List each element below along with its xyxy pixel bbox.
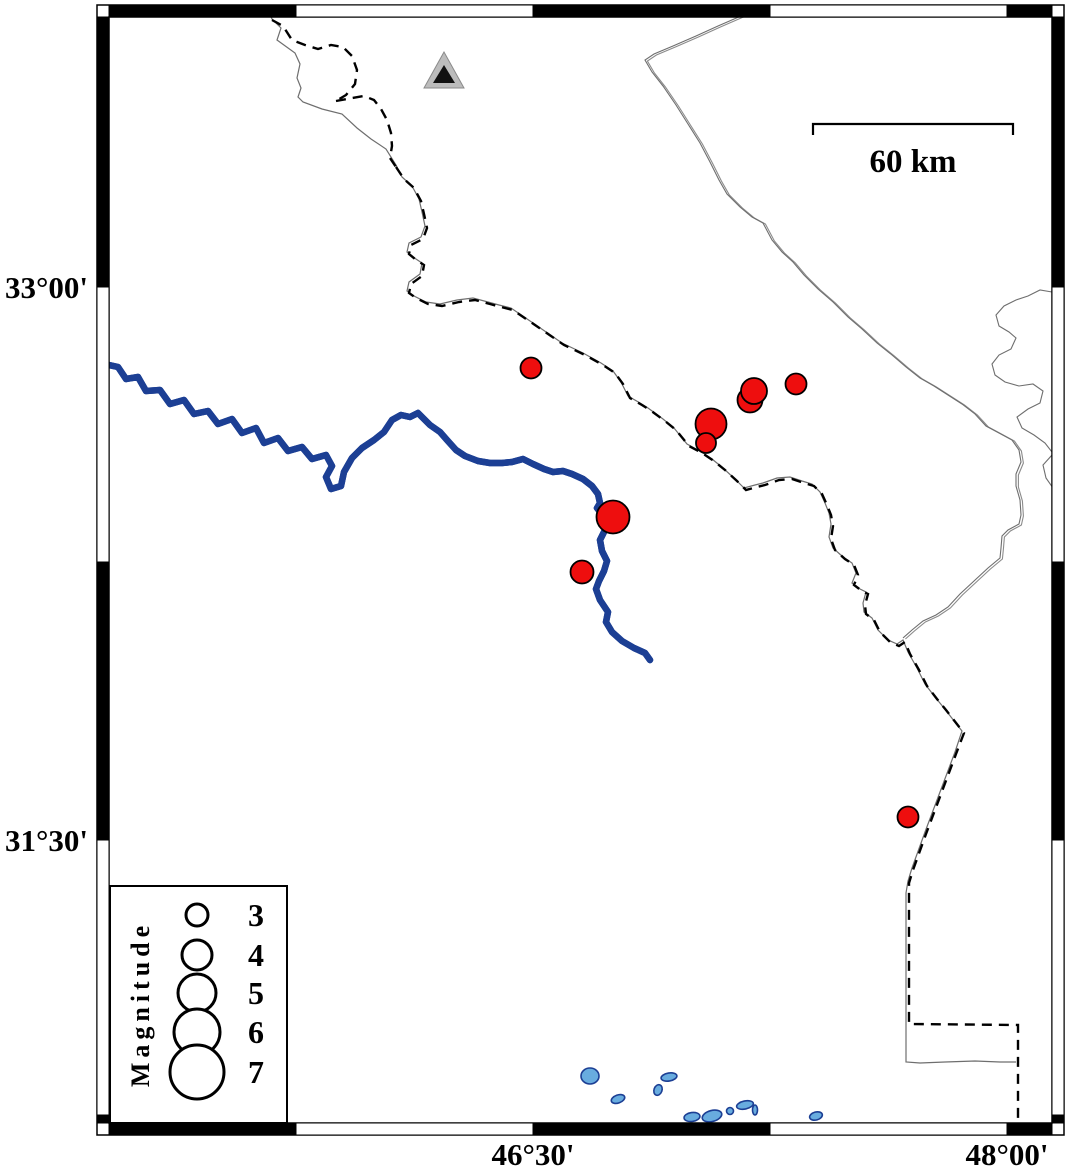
legend-circle-3: [184, 902, 210, 928]
axis-labels: 33°00' 31°30' 46°30' 48°00': [5, 270, 1049, 1172]
earthquake-marker: [784, 372, 808, 396]
legend-label-7: 7: [248, 1054, 264, 1090]
earthquake-marker: [896, 805, 920, 829]
axis-label-lon-46-30: 46°30': [491, 1137, 574, 1172]
water-body: [652, 1083, 664, 1097]
earthquake-marker: [595, 499, 631, 535]
legend-box: Magnitude 3 456 7: [109, 885, 288, 1123]
legend-label-4: 4: [248, 937, 264, 973]
legend-circle-5: [176, 972, 218, 1014]
map-frame: [96, 4, 1065, 1136]
water-body: [701, 1109, 723, 1123]
water-body: [580, 1067, 600, 1085]
map-content: 60 km Magnitude 3 456 7: [109, 17, 1052, 1123]
water-body: [808, 1110, 824, 1122]
earthquake-marker: [519, 356, 543, 380]
water-body: [735, 1099, 755, 1111]
ne-river-line: [644, 17, 1024, 640]
earthquake-marker: [695, 432, 717, 454]
earthquake-markers: [519, 356, 920, 829]
scale-bar-label: 60 km: [869, 144, 956, 180]
border-dashed: [271, 18, 1020, 1122]
river: [109, 361, 654, 664]
right-edge-shoreline: [991, 289, 1052, 488]
legend-circle-4: [180, 938, 214, 972]
station-triangle-icon: [423, 50, 465, 89]
water-bodies: [580, 1067, 824, 1123]
legend-label-5: 5: [248, 975, 264, 1011]
water-body: [725, 1106, 735, 1116]
earthquake-marker: [740, 377, 768, 405]
legend-label-3: 3: [248, 897, 264, 933]
legend-label-6: 6: [248, 1014, 264, 1050]
water-body: [660, 1072, 678, 1082]
water-body: [610, 1093, 626, 1105]
axis-label-lon-48-00: 48°00': [965, 1137, 1048, 1172]
legend-items: 3 456 7: [168, 897, 264, 1101]
scale-bar: 60 km: [811, 122, 1015, 180]
water-body: [683, 1111, 701, 1123]
legend-title: Magnitude: [126, 921, 155, 1087]
legend-circle-7: [168, 1043, 226, 1101]
axis-label-lat-31-30: 31°30': [5, 823, 88, 858]
water-body: [751, 1104, 759, 1116]
earthquake-marker: [569, 559, 595, 585]
axis-label-lat-33-00: 33°00': [5, 270, 88, 305]
